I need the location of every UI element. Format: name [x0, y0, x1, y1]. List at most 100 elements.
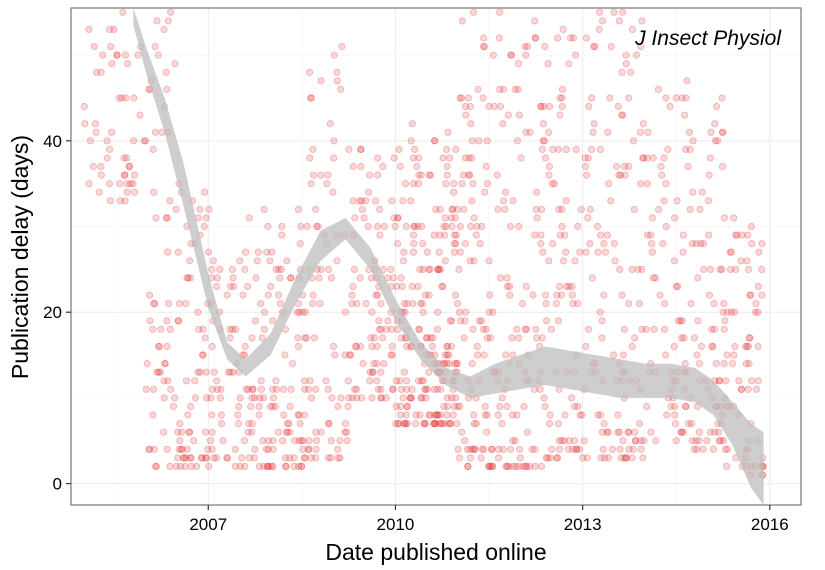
data-point [744, 342, 753, 351]
data-point [325, 419, 333, 428]
data-point [667, 402, 675, 411]
data-point [208, 411, 216, 419]
data-point [279, 385, 288, 393]
data-point [387, 351, 395, 359]
data-point [175, 445, 183, 453]
x-tick-label: 2007 [189, 515, 227, 534]
data-point [382, 325, 390, 333]
data-point [373, 222, 382, 231]
data-point [182, 454, 190, 462]
data-point [163, 317, 171, 325]
data-point [516, 454, 524, 462]
data-point [450, 180, 458, 188]
data-point [705, 231, 713, 239]
data-point [399, 197, 407, 205]
data-point [360, 214, 368, 222]
data-point [662, 94, 670, 102]
data-point [631, 437, 640, 445]
data-point [559, 257, 568, 265]
data-point [493, 171, 501, 179]
data-point [426, 411, 434, 419]
data-point [490, 102, 498, 111]
data-point [113, 51, 121, 59]
data-point [351, 214, 359, 222]
data-point [165, 299, 173, 308]
data-point [226, 325, 234, 333]
data-point [351, 342, 359, 351]
data-point [539, 137, 547, 145]
data-point [595, 8, 604, 16]
data-point [509, 437, 517, 445]
data-point [171, 394, 179, 402]
data-point [757, 265, 766, 273]
data-point [515, 462, 523, 470]
data-point [287, 274, 295, 282]
data-point [352, 394, 361, 402]
data-point [596, 411, 605, 419]
data-point [554, 34, 562, 42]
data-point [574, 402, 582, 411]
data-point [555, 282, 564, 291]
data-point [514, 334, 523, 342]
data-point [348, 291, 356, 299]
data-point [634, 265, 642, 273]
data-point [479, 325, 487, 333]
data-point [346, 351, 354, 359]
data-point [433, 411, 441, 419]
data-point [455, 308, 464, 316]
data-point [715, 437, 723, 445]
data-point [376, 231, 384, 239]
data-point [235, 419, 243, 428]
data-point [554, 145, 563, 153]
data-point [600, 419, 608, 428]
data-point [153, 17, 161, 25]
data-point [718, 265, 726, 273]
data-point [122, 94, 130, 102]
data-point [705, 291, 714, 299]
data-point [217, 385, 225, 393]
data-point [513, 325, 521, 333]
data-point [377, 394, 385, 402]
data-point [660, 299, 669, 308]
data-point [310, 334, 318, 342]
data-point [110, 25, 118, 33]
data-point [477, 454, 485, 462]
data-point [226, 282, 235, 291]
data-point [636, 180, 645, 188]
data-point [375, 325, 383, 333]
data-point [577, 205, 585, 213]
data-point [410, 222, 419, 231]
data-point [272, 377, 280, 385]
data-point [637, 42, 645, 51]
data-point [418, 222, 426, 231]
data-point [294, 205, 303, 213]
data-point [268, 248, 276, 256]
data-point [716, 265, 724, 273]
data-point [367, 334, 375, 342]
data-point [514, 85, 522, 94]
data-point [462, 111, 470, 119]
data-point [455, 265, 463, 273]
data-point [169, 402, 178, 411]
data-point [196, 205, 204, 213]
data-point [658, 171, 666, 179]
data-point [615, 171, 623, 179]
data-point [126, 162, 134, 171]
data-point [208, 385, 216, 393]
data-point [372, 291, 380, 299]
data-point [378, 334, 387, 342]
data-point [426, 334, 435, 342]
data-point [559, 25, 567, 33]
data-point [443, 351, 451, 359]
data-point [357, 145, 365, 153]
data-point [291, 437, 299, 445]
data-point [713, 137, 722, 145]
data-point [264, 291, 272, 299]
data-point [617, 111, 626, 119]
data-point [521, 325, 529, 333]
data-point [126, 180, 135, 188]
data-point [435, 265, 443, 273]
data-point [248, 394, 256, 402]
data-point [654, 205, 663, 213]
data-point [358, 394, 366, 402]
